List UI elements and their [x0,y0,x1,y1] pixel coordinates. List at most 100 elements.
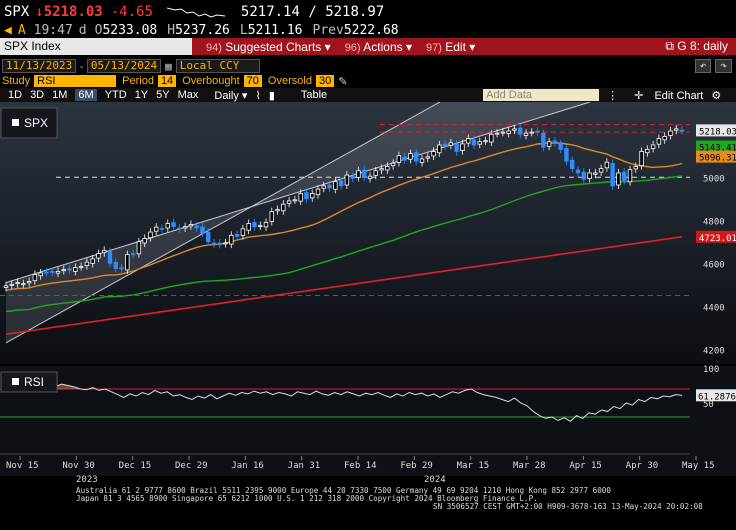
settings-icon[interactable]: ⚙ [711,89,722,102]
candle [21,283,26,286]
candle [489,133,494,143]
candle [315,188,321,196]
footer-line-2: Japan 81 3 4565 8900 Singapore 65 6212 1… [76,494,538,503]
candle [622,171,627,181]
study-label: Study [2,75,31,87]
d-label: d [78,22,87,38]
candle [3,285,9,288]
period-3d[interactable]: 3D [30,89,45,101]
x-tick-label: Mar 15 [457,461,490,471]
candle [570,159,575,170]
high-label: H [167,22,176,38]
candle [275,209,280,212]
candle [258,225,263,228]
period-ytd[interactable]: YTD [104,89,127,101]
candle [246,223,251,231]
candle [402,156,407,161]
candle [552,140,558,144]
candle [471,139,477,146]
add-data-input[interactable]: Add Data [483,89,600,101]
candle [177,227,182,230]
overbought-input[interactable]: 70 [243,75,262,87]
x-tick-label: Mar 28 [513,461,546,471]
chart-layout-label[interactable]: ⧉ G 8: daily [665,39,728,53]
security-title[interactable]: SPX Index [0,38,192,55]
candle [679,129,685,132]
ma2-tag: 5096.31 [699,154,736,164]
candle [229,234,234,245]
ma2-tag-bg [696,150,736,163]
y-tick-label: 4600 [703,260,725,270]
period-6m[interactable]: 6M [75,89,97,101]
candle [390,162,396,167]
end-date-input[interactable]: 05/13/2024 [86,59,162,73]
candle [373,170,378,176]
low-value: 5211.16 [247,22,303,38]
undo-icon[interactable]: ↶ [694,59,712,73]
oversold-input[interactable]: 30 [315,75,335,87]
expand-icon: ⧉ [665,39,674,53]
candle [379,168,384,171]
candle [188,224,194,227]
open-value: 5233.08 [102,22,158,38]
candle [50,271,55,273]
period-5y[interactable]: 5Y [156,89,170,101]
table-button[interactable]: Table [300,89,328,101]
candle [234,234,240,237]
period-1m[interactable]: 1M [52,89,68,101]
candle [593,172,598,175]
candle [78,266,84,268]
legend-box [0,107,58,139]
frequency-select[interactable]: Daily ▾ [214,89,248,102]
y-tick-label: 4800 [703,217,725,227]
period-1y[interactable]: 1Y [134,89,149,101]
candle [321,185,326,189]
candle [668,130,673,136]
bid-ask: 5217.14 / 5218.97 [240,4,385,20]
x-tick-label: Jan 16 [231,461,264,471]
period-input[interactable]: 14 [157,75,177,87]
candle [460,143,465,151]
ticker[interactable]: SPX [4,4,30,20]
candle [500,131,506,134]
candle [38,272,43,277]
channel-lower-line [5,102,441,344]
function-toolbar: SPX Index 94) Suggested Charts ▾ 96) Act… [0,38,736,55]
currency-select[interactable]: Local CCY [175,59,260,73]
candle [437,144,442,154]
quote-detail-bar: ◀ A 19:47 d O 5233.08 H 5237.26 L 5211.1… [0,22,736,38]
candle [90,258,95,264]
more-icon[interactable]: ⋮ [607,89,619,102]
line-chart-icon[interactable]: ⌇ [255,89,261,102]
start-date-input[interactable]: 11/13/2023 [2,59,77,73]
edit-chart-button[interactable]: ✛ Edit Chart [634,89,704,102]
candle [356,170,361,178]
candle [350,175,355,179]
candle-icon[interactable]: ▮ [268,89,275,102]
candle [206,231,211,243]
pencil-icon[interactable]: ✎ [338,75,348,88]
candle [575,169,581,174]
candle [327,184,332,189]
candle [269,211,274,222]
down-arrow-icon: ↓ [35,4,44,20]
overbought-label: Overbought [182,75,240,87]
redo-icon[interactable]: ↷ [715,59,732,73]
calendar-icon[interactable]: ▦ [165,59,172,73]
candle [645,148,650,154]
study-select[interactable]: RSI [34,75,117,87]
period-max[interactable]: Max [177,89,199,101]
candle [67,268,72,271]
suggested-charts-menu[interactable]: 94) Suggested Charts ▾ [206,39,331,54]
rsi-legend-label: RSI [24,375,44,389]
candle [194,225,199,229]
candle [148,231,153,239]
period-label: Period [122,75,154,87]
candle [217,242,222,245]
actions-menu[interactable]: 96) Actions ▾ [344,39,412,54]
period-1d[interactable]: 1D [8,89,23,101]
ma3-tag: 4723.01 [699,234,736,244]
edit-menu[interactable]: 97) Edit ▾ [426,39,476,54]
prev-label: Prev [312,22,344,38]
